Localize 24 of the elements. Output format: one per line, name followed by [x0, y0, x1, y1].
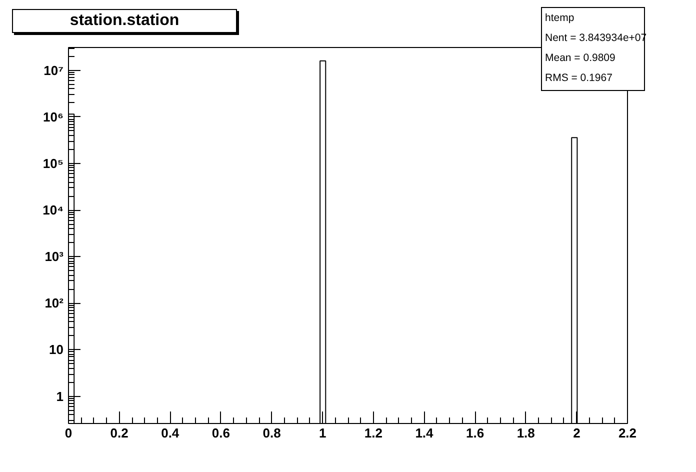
- x-tick-label: 0.4: [161, 426, 180, 440]
- text: htemp: [545, 12, 574, 24]
- y-tick-label: 10³: [44, 249, 64, 264]
- y-tick-label: 10⁴: [42, 202, 64, 218]
- x-tick-label: 0.8: [262, 426, 281, 440]
- y-tick-label: 10⁶: [43, 109, 64, 124]
- x-tick-label: 2.2: [618, 426, 637, 440]
- y-tick-label: 1: [56, 388, 64, 404]
- x-tick-label: 0.6: [212, 426, 230, 440]
- annotation: RMS = 0.1967: [545, 72, 612, 84]
- y-tick-label: 10: [49, 342, 64, 358]
- x-tick-label: 1.2: [364, 426, 382, 440]
- y-tick-label: 10²: [44, 296, 64, 311]
- chart-title: station.station: [70, 11, 180, 31]
- x-tick-label: 0: [64, 426, 72, 440]
- x-tick-label: 1.8: [516, 426, 535, 440]
- annotation: Mean = 0.9809: [545, 52, 616, 64]
- y-tick-label: 10⁵: [42, 156, 64, 171]
- x-tick-label: 2: [573, 426, 580, 440]
- y-tick-label: 10⁷: [44, 62, 64, 78]
- x-tick-label: 1.4: [415, 426, 434, 440]
- x-tick-label: 1.6: [466, 426, 484, 440]
- x-tick-label: 0.2: [110, 426, 128, 440]
- x-tick-label: 1: [318, 426, 326, 440]
